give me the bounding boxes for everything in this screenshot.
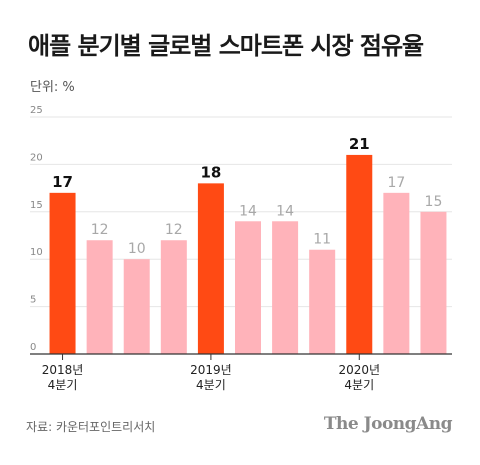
bar <box>197 183 224 354</box>
data-label: 11 <box>313 232 331 248</box>
bar <box>309 249 336 354</box>
data-label: 17 <box>52 173 73 191</box>
bar <box>346 154 373 354</box>
bar <box>420 211 447 354</box>
unit-label: 단위: % <box>30 80 75 95</box>
y-tick-label: 15 <box>30 200 43 211</box>
data-label: 14 <box>276 203 294 219</box>
chart-title: 애플 분기별 글로벌 스마트폰 시장 점유율 <box>28 32 424 60</box>
bar <box>383 192 410 354</box>
data-label: 18 <box>200 163 221 181</box>
y-tick-label: 20 <box>30 152 43 163</box>
bar <box>272 221 299 354</box>
data-label: 15 <box>425 194 443 210</box>
x-tick-label: 2020년 4분기 <box>338 363 380 392</box>
data-label: 10 <box>128 241 146 257</box>
data-label: 14 <box>239 203 257 219</box>
x-tick-label: 2018년 4분기 <box>42 363 84 392</box>
bar <box>86 240 113 354</box>
x-tick-label: 2019년 4분기 <box>190 363 232 392</box>
bar-chart: 0 5 10 15 20 25 17 2018년 4분기 12 10 12 18 2019년 4분기 14 14… <box>30 105 452 392</box>
bar <box>123 259 150 354</box>
source-note: 자료: 카운터포인트리서치 <box>26 420 156 434</box>
bar <box>160 240 187 354</box>
data-label: 21 <box>349 135 370 153</box>
y-tick-label: 5 <box>30 295 36 306</box>
data-label: 17 <box>387 175 405 191</box>
y-tick-label: 25 <box>30 105 43 116</box>
data-label: 12 <box>165 222 183 238</box>
brand-logo: The JoongAng <box>323 414 453 434</box>
bar <box>49 192 76 354</box>
data-label: 12 <box>91 222 109 238</box>
bar <box>235 221 261 354</box>
y-tick-label: 0 <box>30 342 36 353</box>
y-tick-label: 10 <box>30 247 43 258</box>
